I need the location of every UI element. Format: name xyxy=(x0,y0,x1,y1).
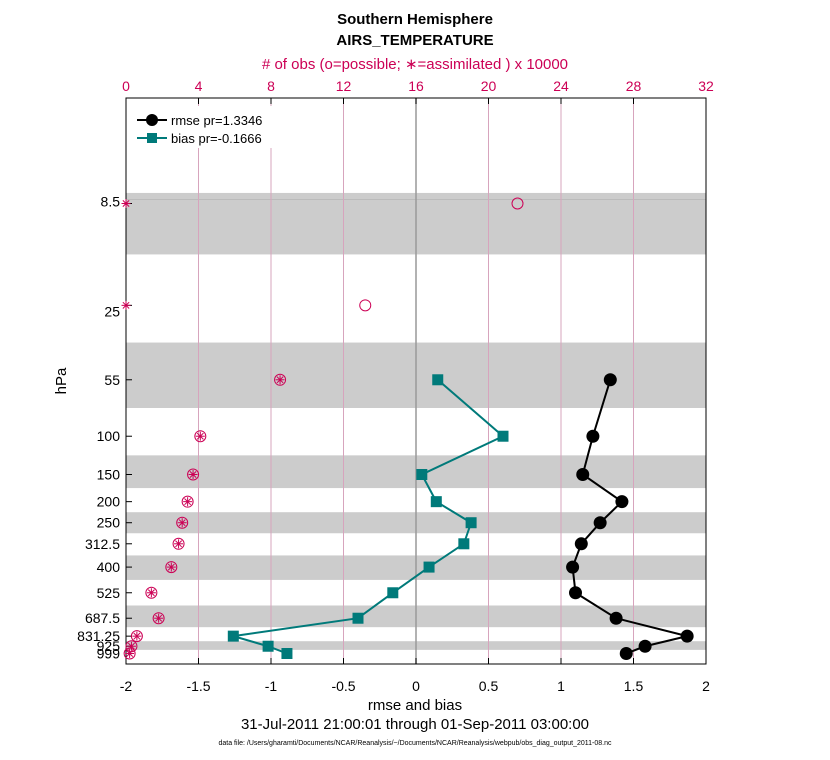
chart-title: Southern Hemisphere xyxy=(337,11,493,28)
chart-marks xyxy=(121,197,694,660)
x-axis-label: rmse and bias xyxy=(368,697,462,714)
rmse-point xyxy=(576,467,590,481)
bias-point xyxy=(423,561,435,573)
obs-assimilated-marker xyxy=(121,199,131,208)
x-tick-label: -0.5 xyxy=(331,678,355,694)
top-tick-label: 32 xyxy=(698,78,714,94)
footnote: data file: /Users/gharamti/Documents/NCA… xyxy=(218,740,612,747)
y-tick-label: 250 xyxy=(97,515,121,531)
x-tick-label: -2 xyxy=(120,678,133,694)
obs-assimilated-marker xyxy=(146,588,156,598)
rmse-point xyxy=(609,611,623,625)
obs-possible-marker xyxy=(152,612,165,625)
obs-possible-marker xyxy=(181,495,194,508)
chart-subtitle: AIRS_TEMPERATURE xyxy=(336,32,493,49)
obs-assimilated-marker xyxy=(121,300,131,310)
obs-possible-marker xyxy=(130,630,143,643)
obs-possible-marker xyxy=(145,586,158,599)
legend-bias-label: bias pr=-0.1666 xyxy=(171,131,262,146)
y-tick-label: 100 xyxy=(97,428,121,444)
x-tick-label: -1.5 xyxy=(186,678,210,694)
top-tick-label: 24 xyxy=(553,78,569,94)
bias-line xyxy=(233,379,505,655)
obs-assimilated-marker xyxy=(154,613,164,623)
rmse-point xyxy=(574,537,588,551)
y-tick-label: 999 xyxy=(97,646,121,662)
obs-possible-marker xyxy=(194,430,207,443)
top-tick-label: 8 xyxy=(267,78,275,94)
y-tick-label: 687.5 xyxy=(85,610,120,626)
obs-possible-marker xyxy=(359,299,372,312)
bias-point xyxy=(416,468,428,480)
top-axis-label: # of obs (o=possible; ∗=assimilated ) x … xyxy=(262,56,568,73)
y-tick-label: 831.25 xyxy=(77,628,120,644)
rmse-point xyxy=(619,647,633,660)
obs-assimilated-marker xyxy=(125,649,135,658)
bias-point xyxy=(497,430,509,442)
rmse-point xyxy=(593,516,607,530)
top-tick-label: 20 xyxy=(481,78,497,94)
x-tick-label: 2 xyxy=(702,678,710,694)
top-tick-label: 16 xyxy=(408,78,424,94)
obs-possible-marker xyxy=(274,373,287,386)
y-tick-label: 312.5 xyxy=(85,536,120,552)
rmse-point xyxy=(603,373,617,387)
y-tick-label: 25 xyxy=(104,303,120,319)
top-tick-label: 0 xyxy=(122,78,130,94)
legend: rmse pr=1.3346 bias pr=-0.1666 xyxy=(132,106,280,148)
legend-rmse-marker xyxy=(146,114,158,126)
obs-possible-marker xyxy=(176,516,189,529)
y-tick-label: 200 xyxy=(97,494,121,510)
rmse-point xyxy=(569,586,582,600)
obs-assimilated-marker xyxy=(188,469,198,479)
legend-rmse-label: rmse pr=1.3346 xyxy=(171,113,262,128)
obs-possible-marker xyxy=(165,561,178,574)
obs-assimilated-marker xyxy=(126,641,136,651)
rmse-point xyxy=(680,629,694,643)
bias-point xyxy=(430,496,442,508)
y-tick-label: 525 xyxy=(97,585,121,601)
obs-assimilated-marker xyxy=(183,497,193,507)
top-tick-label: 4 xyxy=(195,78,203,94)
y-tick-label: 8.5 xyxy=(101,194,121,210)
bias-point xyxy=(227,630,239,642)
obs-possible-marker xyxy=(511,197,524,210)
obs-assimilated-marker xyxy=(177,518,187,528)
date-range: 31-Jul-2011 21:00:01 through 01-Sep-2011… xyxy=(241,716,589,733)
axis-ticks: -2 -1.5 -1 -0.5 0 0.5 1 1.5 20 4 8 12 16 20 24 28 328.52… xyxy=(77,78,714,694)
bias-point xyxy=(262,640,274,652)
x-tick-label: -1 xyxy=(265,678,278,694)
y-tick-label: 55 xyxy=(104,372,120,388)
x-tick-label: 1.5 xyxy=(624,678,644,694)
top-tick-label: 12 xyxy=(336,78,352,94)
bias-point xyxy=(352,612,364,624)
bias-point xyxy=(465,517,477,529)
rmse-point xyxy=(566,560,580,574)
obs-assimilated-marker xyxy=(174,539,184,549)
obs-assimilated-marker xyxy=(195,431,205,441)
legend-bias-marker xyxy=(147,133,157,143)
x-tick-label: 1 xyxy=(557,678,565,694)
rmse-line xyxy=(571,379,688,655)
rmse-point xyxy=(615,495,629,509)
x-tick-label: 0.5 xyxy=(479,678,499,694)
top-tick-label: 28 xyxy=(626,78,642,94)
y-tick-label: 150 xyxy=(97,466,121,482)
y-tick-label: 925 xyxy=(97,638,121,654)
bias-point xyxy=(387,587,399,599)
bias-point xyxy=(432,374,444,386)
obs-assimilated-marker xyxy=(166,562,176,572)
obs-possible-marker xyxy=(187,468,200,481)
y-axis-label: hPa xyxy=(53,367,70,394)
rmse-point xyxy=(586,429,600,443)
obs-possible-marker xyxy=(172,537,185,550)
obs-assimilated-marker xyxy=(132,631,142,641)
bias-point xyxy=(458,538,470,550)
rmse-point xyxy=(638,639,652,653)
x-tick-label: 0 xyxy=(412,678,420,694)
obs-assimilated-marker xyxy=(275,375,285,385)
bias-point xyxy=(281,648,293,659)
y-tick-label: 400 xyxy=(97,559,121,575)
